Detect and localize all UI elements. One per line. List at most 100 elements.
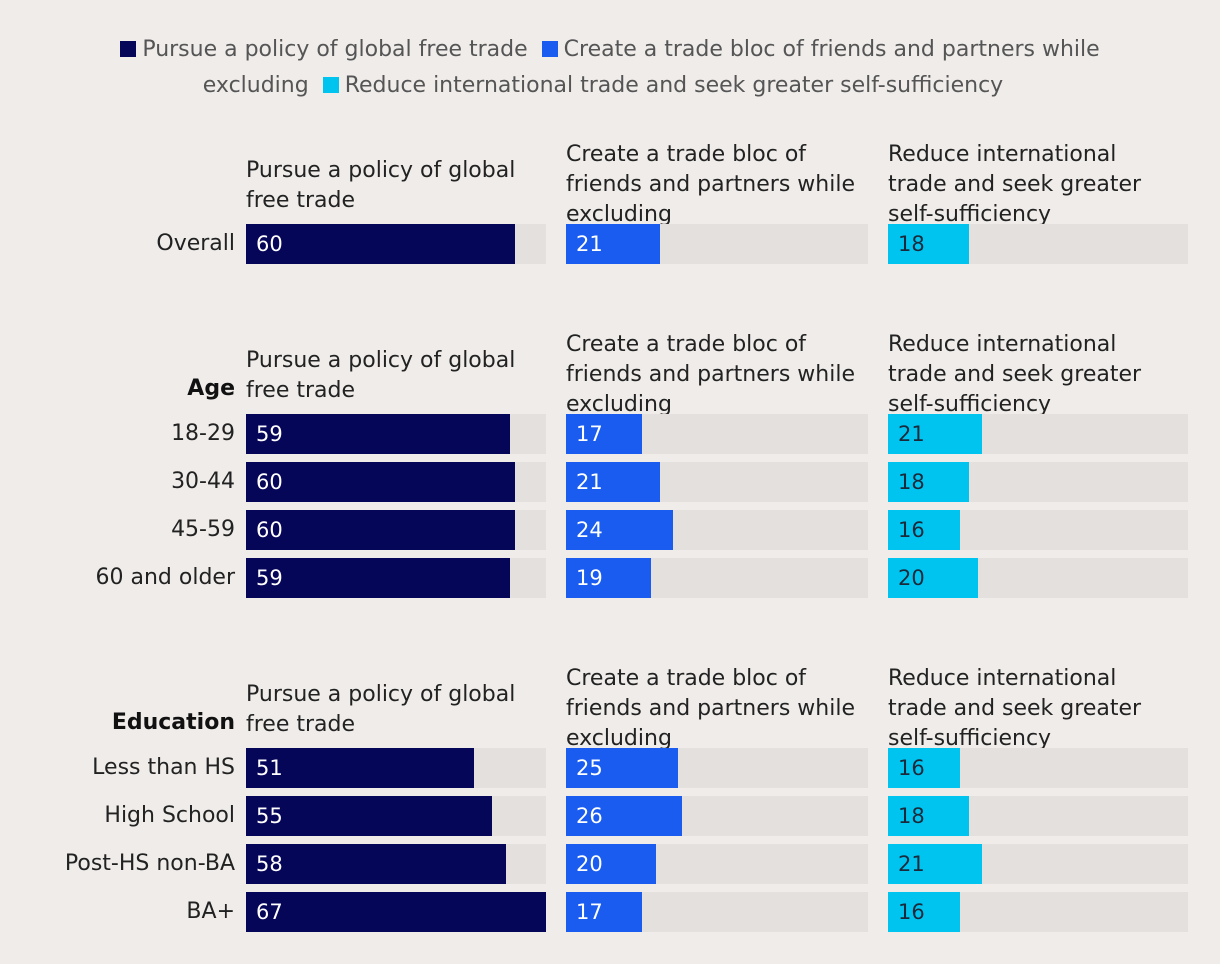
bar: [246, 224, 515, 264]
bar-value-label: 16: [898, 900, 925, 924]
bar-value-label: 60: [256, 518, 283, 542]
bar-value-label: 19: [576, 566, 603, 590]
legend-item: Create a trade bloc of friends and partn…: [203, 37, 1100, 98]
bar-track: 60: [246, 510, 546, 550]
bar-track: 59: [246, 558, 546, 598]
bar: [566, 748, 678, 788]
section-label: Education: [111, 710, 235, 735]
row-label: High School: [104, 803, 235, 828]
bar-track: 59: [246, 414, 546, 454]
legend-swatch: [541, 41, 558, 57]
row-label: 60 and older: [95, 565, 236, 590]
legend-swatch: [322, 77, 339, 93]
bar-track: 18: [888, 224, 1188, 264]
bar-track: 26: [566, 796, 868, 836]
bar: [566, 462, 660, 502]
bar: [888, 558, 978, 598]
column-header: Create a trade bloc of friends and partn…: [566, 666, 855, 751]
row-label: Post-HS non-BA: [64, 851, 235, 876]
bar: [566, 510, 673, 550]
bar: [888, 844, 982, 884]
legend-label: Create a trade bloc of friends and partn…: [202, 37, 1100, 98]
bar-track: 25: [566, 748, 868, 788]
legend-item: Pursue a policy of global free trade: [120, 37, 528, 62]
bar-track: 55: [246, 796, 546, 836]
legend-swatch: [120, 41, 137, 57]
bar: [888, 462, 969, 502]
bar-track: 17: [566, 892, 868, 932]
bar: [246, 748, 474, 788]
row-label: 45-59: [171, 517, 235, 542]
section-label: Age: [187, 376, 235, 401]
bar: [566, 224, 660, 264]
bar-value-label: 17: [576, 422, 603, 446]
row-label: BA+: [186, 899, 235, 924]
bar: [246, 892, 546, 932]
bar-value-label: 16: [898, 756, 925, 780]
bar-track: 18: [888, 796, 1188, 836]
bar-track: 17: [566, 414, 868, 454]
bar-track: 21: [888, 844, 1188, 884]
bar-track: 20: [888, 558, 1188, 598]
bar-value-label: 67: [256, 900, 283, 924]
bar-value-label: 25: [576, 756, 603, 780]
bar-track: 16: [888, 510, 1188, 550]
bar: [566, 558, 651, 598]
bar: [566, 844, 656, 884]
column-header: Reduce international trade and seek grea…: [888, 142, 1142, 227]
legend-label: Reduce international trade and seek grea…: [344, 73, 1004, 98]
bar-value-label: 18: [898, 470, 925, 494]
bar: [888, 224, 969, 264]
bar: [566, 892, 642, 932]
bar-value-label: 55: [256, 804, 283, 828]
bar-value-label: 60: [256, 232, 283, 256]
bar: [246, 558, 510, 598]
bar-value-label: 18: [898, 804, 925, 828]
bar-value-label: 59: [256, 566, 283, 590]
column-header: Reduce international trade and seek grea…: [888, 666, 1142, 751]
bar-track: 16: [888, 892, 1188, 932]
bar-value-label: 58: [256, 852, 283, 876]
bar-value-label: 21: [576, 232, 603, 256]
bar: [246, 510, 515, 550]
bar-track: 58: [246, 844, 546, 884]
bar: [246, 414, 510, 454]
bar-value-label: 20: [576, 852, 603, 876]
bar-track: 51: [246, 748, 546, 788]
bar-value-label: 21: [898, 422, 925, 446]
column-header: Create a trade bloc of friends and partn…: [566, 142, 855, 227]
legend: Pursue a policy of global free trade Crea…: [60, 32, 1160, 104]
row-label: Overall: [156, 231, 235, 256]
bar-track: 21: [888, 414, 1188, 454]
bar-track: 67: [246, 892, 546, 932]
column-header: Create a trade bloc of friends and partn…: [566, 332, 855, 417]
bar: [566, 796, 682, 836]
bar-value-label: 24: [576, 518, 603, 542]
bar: [888, 796, 969, 836]
bar: [888, 892, 960, 932]
bar-value-label: 20: [898, 566, 925, 590]
bar-value-label: 59: [256, 422, 283, 446]
row-label: 30-44: [171, 469, 235, 494]
bar-value-label: 16: [898, 518, 925, 542]
legend-label: Pursue a policy of global free trade: [142, 37, 528, 62]
bar-value-label: 60: [256, 470, 283, 494]
row-label: 18-29: [171, 421, 235, 446]
bar-value-label: 21: [576, 470, 603, 494]
bar-track: 60: [246, 462, 546, 502]
bar-value-label: 51: [256, 756, 283, 780]
bar: [888, 748, 960, 788]
row-label: Less than HS: [92, 755, 235, 780]
bar-track: 60: [246, 224, 546, 264]
bar: [246, 844, 506, 884]
bar-track: 18: [888, 462, 1188, 502]
column-header: Pursue a policy of global free trade: [246, 158, 516, 213]
bar-track: 24: [566, 510, 868, 550]
legend-item: Reduce international trade and seek grea…: [322, 73, 1004, 98]
bar-track: 21: [566, 462, 868, 502]
column-header: Pursue a policy of global free trade: [246, 348, 516, 403]
bar-value-label: 26: [576, 804, 603, 828]
bar-track: 16: [888, 748, 1188, 788]
bar-value-label: 18: [898, 232, 925, 256]
